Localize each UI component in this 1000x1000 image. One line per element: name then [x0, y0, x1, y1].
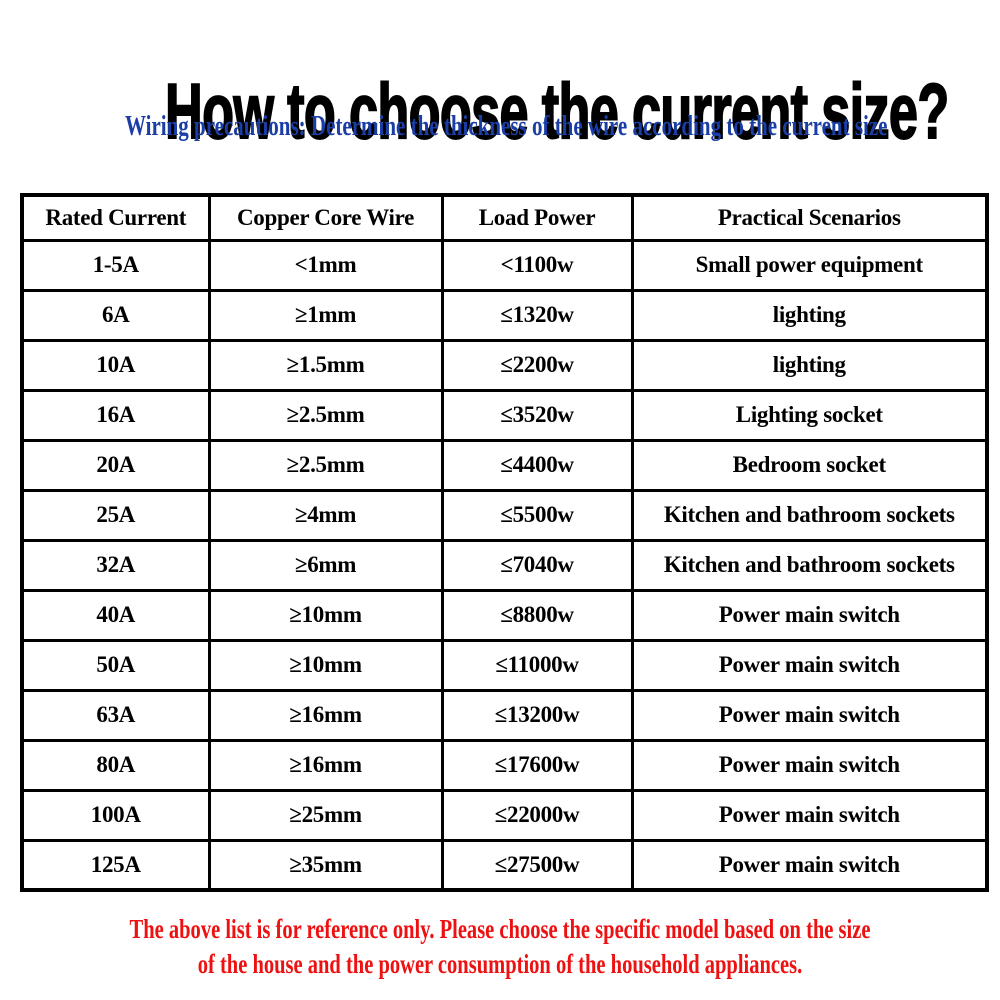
table-cell: ≤7040w — [440, 538, 634, 592]
table-cell: ≥1mm — [207, 288, 444, 342]
table-row: 16A ≥2.5mm ≤3520w Lighting socket — [20, 388, 989, 442]
table-cell: ≤22000w — [440, 788, 634, 842]
table-cell: ≥6mm — [207, 538, 444, 592]
table-cell: Small power equipment — [630, 238, 989, 292]
footer-disclaimer: The above list is for reference only. Pl… — [0, 912, 1000, 982]
table-body: 1-5A <1mm <1100w Small power equipment 6A ≥1m… — [20, 238, 989, 892]
table-cell: ≥35mm — [207, 838, 444, 892]
current-size-table: Rated Current Copper Core Wire Load Power P… — [20, 193, 989, 892]
table-cell: ≥2.5mm — [207, 388, 444, 442]
table-cell: <1100w — [440, 238, 634, 292]
table-cell: Power main switch — [630, 838, 989, 892]
table-cell: ≥1.5mm — [207, 338, 444, 392]
table-cell: ≥10mm — [207, 588, 444, 642]
table-cell: Power main switch — [630, 788, 989, 842]
table-row: 50A ≥10mm ≤11000w Power main switch — [20, 638, 989, 692]
table-cell: 40A — [20, 588, 211, 642]
table-cell: 100A — [20, 788, 211, 842]
table-cell: 6A — [20, 288, 211, 342]
table-cell: 25A — [20, 488, 211, 542]
footer-line-2: of the house and the power consumption o… — [197, 949, 803, 979]
table-cell: <1mm — [207, 238, 444, 292]
table-cell: ≤27500w — [440, 838, 634, 892]
table-head: Rated Current Copper Core Wire Load Power P… — [20, 193, 989, 242]
table-row: 125A ≥35mm ≤27500w Power main switch — [20, 838, 989, 892]
column-header: Copper Core Wire — [207, 193, 444, 242]
subtitle-precautions: Wiring precautions: Determine the thickn… — [125, 111, 888, 142]
table-cell: Kitchen and bathroom sockets — [630, 538, 989, 592]
table-cell: ≥2.5mm — [207, 438, 444, 492]
table-cell: Bedroom socket — [630, 438, 989, 492]
table-row: 32A ≥6mm ≤7040w Kitchen and bathroom socket… — [20, 538, 989, 592]
table-header-row: Rated Current Copper Core Wire Load Power P… — [20, 193, 989, 242]
table-cell: Kitchen and bathroom sockets — [630, 488, 989, 542]
table-cell: lighting — [630, 288, 989, 342]
table-cell: ≥16mm — [207, 688, 444, 742]
column-header: Load Power — [440, 193, 634, 242]
footer-line-1: The above list is for reference only. Pl… — [129, 914, 871, 944]
table-cell: Power main switch — [630, 738, 989, 792]
table-row: 20A ≥2.5mm ≤4400w Bedroom socket — [20, 438, 989, 492]
table-cell: ≤3520w — [440, 388, 634, 442]
table-cell: ≤13200w — [440, 688, 634, 742]
table-row: 6A ≥1mm ≤1320w lighting — [20, 288, 989, 342]
table-cell: ≤2200w — [440, 338, 634, 392]
table-cell: ≤17600w — [440, 738, 634, 792]
table-row: 63A ≥16mm ≤13200w Power main switch — [20, 688, 989, 742]
table-cell: Power main switch — [630, 688, 989, 742]
table-cell: 63A — [20, 688, 211, 742]
table-cell: 16A — [20, 388, 211, 442]
table-row: 25A ≥4mm ≤5500w Kitchen and bathroom socket… — [20, 488, 989, 542]
table-cell: 32A — [20, 538, 211, 592]
table-row: 10A ≥1.5mm ≤2200w lighting — [20, 338, 989, 392]
table-cell: Lighting socket — [630, 388, 989, 442]
table-cell: ≤8800w — [440, 588, 634, 642]
table-cell: 1-5A — [20, 238, 211, 292]
table-cell: ≥10mm — [207, 638, 444, 692]
table-cell: ≤4400w — [440, 438, 634, 492]
table-row: 80A ≥16mm ≤17600w Power main switch — [20, 738, 989, 792]
table-row: 40A ≥10mm ≤8800w Power main switch — [20, 588, 989, 642]
table-cell: ≥4mm — [207, 488, 444, 542]
table-cell: 80A — [20, 738, 211, 792]
column-header: Practical Scenarios — [630, 193, 989, 242]
table-cell: ≥25mm — [207, 788, 444, 842]
column-header: Rated Current — [20, 193, 211, 242]
table-cell: 20A — [20, 438, 211, 492]
table-cell: 10A — [20, 338, 211, 392]
table-cell: ≤1320w — [440, 288, 634, 342]
table-cell: 125A — [20, 838, 211, 892]
table-cell: 50A — [20, 638, 211, 692]
table-cell: Power main switch — [630, 638, 989, 692]
table-cell: Power main switch — [630, 588, 989, 642]
table-cell: ≤5500w — [440, 488, 634, 542]
page-title: How to choose the current size? — [164, 67, 950, 156]
table-cell: ≤11000w — [440, 638, 634, 692]
table-row: 1-5A <1mm <1100w Small power equipment — [20, 238, 989, 292]
table-cell: ≥16mm — [207, 738, 444, 792]
table-cell: lighting — [630, 338, 989, 392]
table-row: 100A ≥25mm ≤22000w Power main switch — [20, 788, 989, 842]
